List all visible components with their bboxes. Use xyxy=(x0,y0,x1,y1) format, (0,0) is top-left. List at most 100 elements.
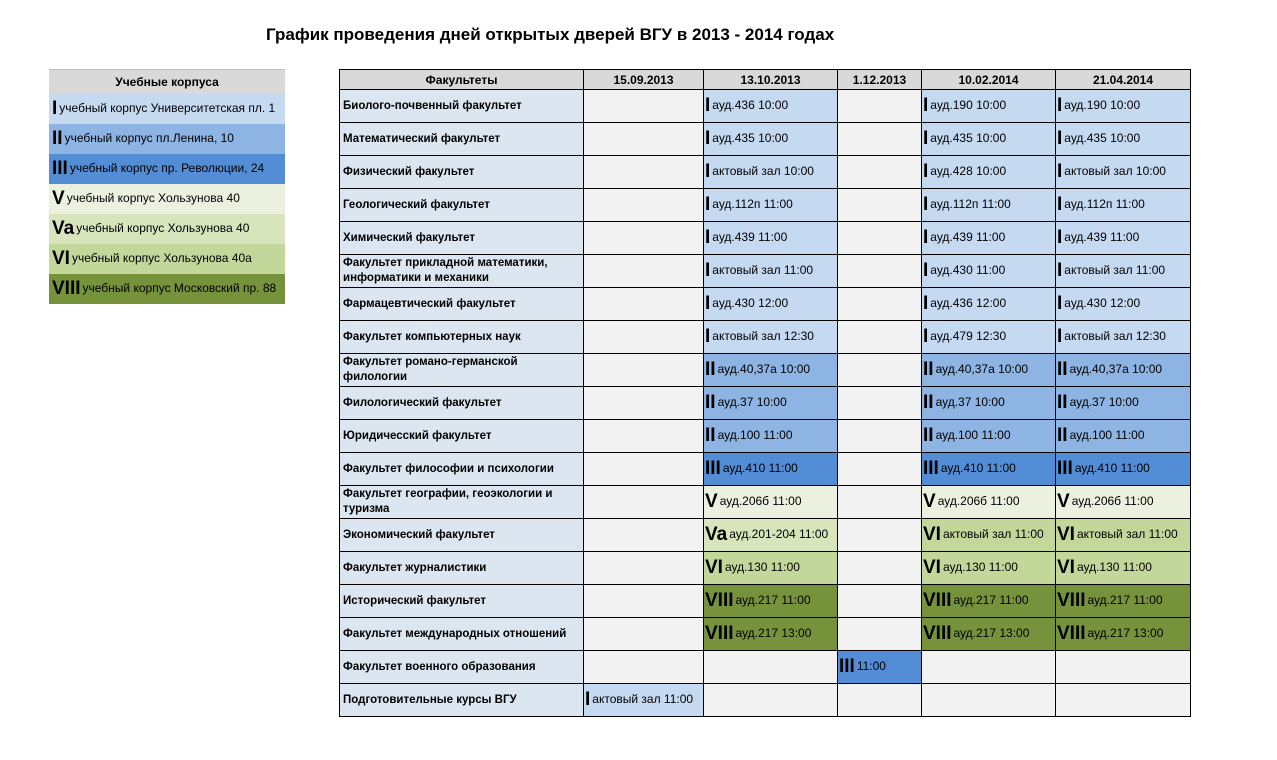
empty-cell xyxy=(1055,650,1191,684)
header-faculties: Факультеты xyxy=(339,69,584,90)
cell-text: ауд.430 12:00 xyxy=(1064,296,1141,310)
cell-text: учебный корпус Московский пр. 88 xyxy=(82,281,277,295)
building-code: VIII xyxy=(705,590,734,611)
cell-text: ауд.40,37а 10:00 xyxy=(1069,362,1163,376)
building-code: VIII xyxy=(923,623,952,644)
building-code: I xyxy=(1057,128,1063,149)
schedule-cell: VI ауд.130 11:00 xyxy=(703,551,838,585)
empty-cell xyxy=(837,188,922,222)
empty-cell xyxy=(583,518,704,552)
building-code: I xyxy=(923,95,929,116)
table-row: Факультет философии и психологии III ауд.4… xyxy=(339,452,1191,486)
building-code: Va xyxy=(52,218,75,239)
building-code: V xyxy=(923,491,936,512)
faculty-name: Факультет прикладной математики, информа… xyxy=(339,254,584,288)
faculty-name: Филологический факультет xyxy=(339,386,584,420)
building-code: I xyxy=(1057,161,1063,182)
building-code: I xyxy=(1057,227,1063,248)
header-date: 15.09.2013 xyxy=(583,69,704,90)
legend-item: VIII учебный корпус Московский пр. 88 xyxy=(49,274,285,304)
cell-text: ауд.428 10:00 xyxy=(930,164,1007,178)
building-code: VI xyxy=(52,248,70,269)
building-code: VI xyxy=(923,524,941,545)
cell-text: ауд.430 11:00 xyxy=(930,263,1006,277)
building-code: II xyxy=(923,392,934,413)
empty-cell xyxy=(837,353,922,387)
cell-text: ауд.112п 11:00 xyxy=(930,197,1011,211)
schedule-cell: II ауд.100 11:00 xyxy=(921,419,1056,453)
schedule-cell: VI ауд.130 11:00 xyxy=(921,551,1056,585)
empty-cell xyxy=(583,188,704,222)
cell-text: ауд.190 10:00 xyxy=(930,98,1007,112)
empty-cell xyxy=(837,485,922,519)
legend-header: Учебные корпуса xyxy=(49,69,285,94)
empty-cell xyxy=(837,155,922,189)
empty-cell xyxy=(583,320,704,354)
cell-text: ауд.435 10:00 xyxy=(930,131,1007,145)
cell-text: ауд.190 10:00 xyxy=(1064,98,1141,112)
building-code: I xyxy=(705,260,711,281)
empty-cell xyxy=(837,518,922,552)
cell-text: актовый зал 11:00 xyxy=(1064,263,1166,277)
schedule-cell: II ауд.40,37а 10:00 xyxy=(703,353,838,387)
building-code: VI xyxy=(923,557,941,578)
empty-cell xyxy=(837,386,922,420)
building-code: V xyxy=(705,491,718,512)
empty-cell xyxy=(583,584,704,618)
cell-text: ауд.436 10:00 xyxy=(712,98,789,112)
faculty-name: Факультет военного образования xyxy=(339,650,584,684)
building-code: III xyxy=(1057,458,1073,479)
cell-text: ауд.100 11:00 xyxy=(717,428,793,442)
legend-item: II учебный корпус пл.Ленина, 10 xyxy=(49,124,285,154)
cell-text: ауд.130 11:00 xyxy=(942,560,1018,574)
table-row: Факультет военного образования III 11:00 xyxy=(339,650,1191,684)
building-code: I xyxy=(1057,260,1063,281)
empty-cell xyxy=(583,155,704,189)
building-code: III xyxy=(839,656,855,677)
faculty-name: Геологический факультет xyxy=(339,188,584,222)
schedule-cell: VIII ауд.217 11:00 xyxy=(1055,584,1191,618)
cell-text: актовый зал 11:00 xyxy=(592,692,694,706)
faculty-name: Факультет романо-германской филологии xyxy=(339,353,584,387)
table-row: Факультет журналистики VI ауд.130 11:00 VI а… xyxy=(339,551,1191,585)
empty-cell xyxy=(921,650,1056,684)
faculty-name: Юридичесский факультет xyxy=(339,419,584,453)
building-code: I xyxy=(1057,95,1063,116)
header-date: 21.04.2014 xyxy=(1055,69,1191,90)
cell-text: ауд.410 11:00 xyxy=(940,461,1016,475)
building-code: II xyxy=(1057,392,1068,413)
cell-text: ауд.206б 11:00 xyxy=(937,494,1020,508)
building-code: I xyxy=(705,227,711,248)
table-row: Факультет романо-германской филологии II а… xyxy=(339,353,1191,387)
cell-text: учебный корпус пр. Революции, 24 xyxy=(69,161,265,175)
cell-text: ауд.40,37а 10:00 xyxy=(717,362,811,376)
empty-cell xyxy=(837,221,922,255)
cell-text: ауд.130 11:00 xyxy=(1076,560,1152,574)
building-code: I xyxy=(705,194,711,215)
faculty-name: Математический факультет xyxy=(339,122,584,156)
legend-item: Va учебный корпус Хользунова 40 xyxy=(49,214,285,244)
building-code: II xyxy=(1057,359,1068,380)
faculty-name: Фармацевтический факультет xyxy=(339,287,584,321)
cell-text: ауд.37 10:00 xyxy=(935,395,1005,409)
cell-text: учебный корпус пл.Ленина, 10 xyxy=(64,131,234,145)
building-code: III xyxy=(52,158,68,179)
building-code: VIII xyxy=(923,590,952,611)
cell-text: ауд.410 11:00 xyxy=(1074,461,1150,475)
building-code: I xyxy=(923,260,929,281)
building-code: I xyxy=(52,98,58,119)
